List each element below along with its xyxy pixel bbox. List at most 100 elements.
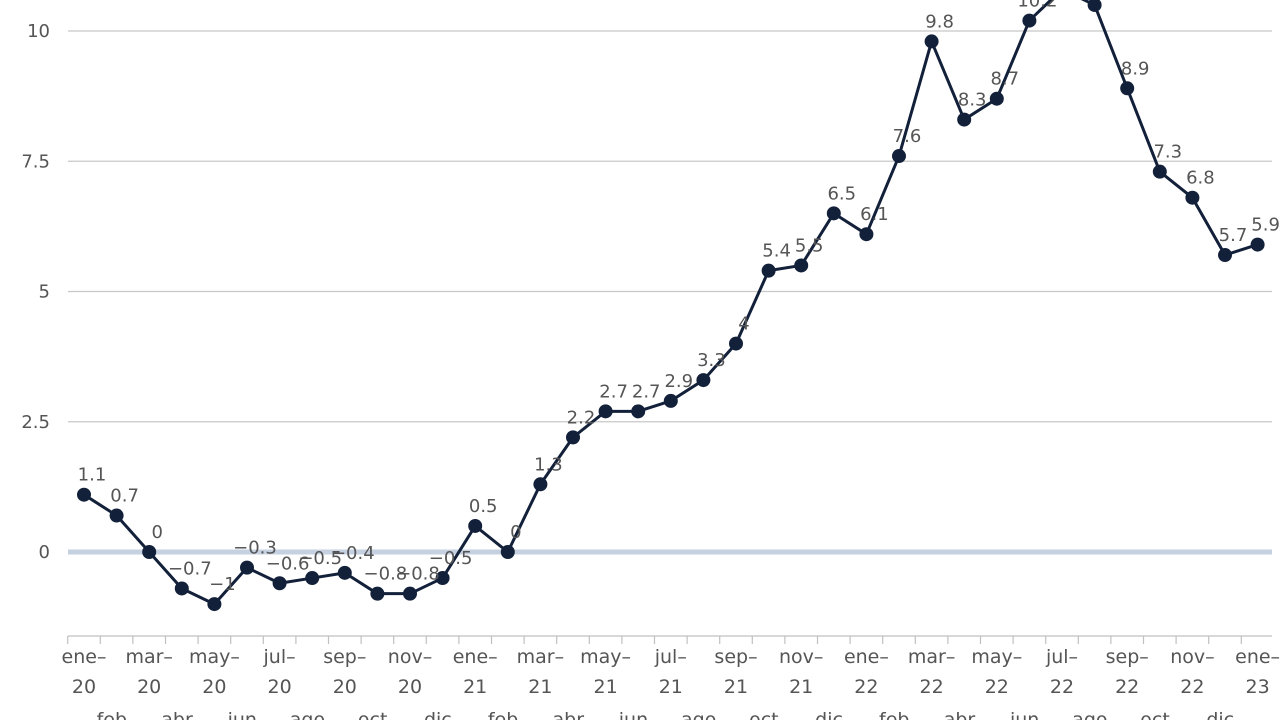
x-tick-label-year: 23: [1246, 676, 1270, 698]
x-tick-label: dic–: [815, 709, 852, 720]
data-point: [403, 586, 417, 601]
data-point: [729, 336, 743, 351]
data-label: −0.4: [331, 543, 375, 564]
data-point: [500, 545, 515, 559]
data-label: −0.5: [298, 548, 342, 569]
data-label: 6.1: [860, 204, 889, 225]
x-tick-label-year: 21: [463, 676, 487, 698]
data-point: [892, 149, 906, 164]
x-axis: ene– 20 mar– 20 may– 20 jul– 20 sep– 20 nov– 20 ene–…: [62, 635, 1280, 720]
x-tick-label: abr–: [161, 709, 202, 720]
x-tick-label: mar–: [517, 646, 564, 668]
x-tick-label: feb–: [97, 709, 137, 720]
data-point: [761, 263, 776, 278]
x-tick-label: nov–: [1170, 646, 1214, 668]
data-label: 2.9: [664, 371, 693, 392]
x-tick-label: ene–: [62, 646, 107, 668]
x-tick-label: jun–: [227, 709, 267, 720]
data-point: [1022, 13, 1037, 28]
data-label: −0.8: [364, 564, 408, 585]
data-label: 10.2: [1017, 0, 1057, 12]
x-tick-label: jul–: [1045, 646, 1078, 668]
x-tick-label: abr–: [552, 709, 593, 720]
x-tick-label-year: 20: [202, 676, 226, 698]
data-point: [859, 227, 874, 242]
x-tick-label-year: 21: [594, 676, 618, 698]
x-tick-label: mar–: [125, 646, 172, 668]
x-tick-label: feb–: [488, 709, 528, 720]
x-tick-label: oct–: [358, 709, 397, 720]
x-tick-label-year: 22: [1115, 676, 1139, 698]
x-tick-label-year: 21: [724, 676, 748, 698]
data-label: −0.7: [168, 558, 212, 579]
x-tick-label-year: 22: [1050, 676, 1074, 698]
x-tick-label: jun–: [618, 709, 658, 720]
x-tick-label: ene–: [453, 646, 498, 668]
x-tick-label: ene–: [844, 646, 889, 668]
data-point: [207, 597, 222, 612]
x-tick-label-year: 20: [333, 676, 357, 698]
x-tick-label-year: 22: [920, 676, 944, 698]
data-point: [924, 34, 939, 49]
x-tick-label-year: 20: [398, 676, 422, 698]
x-tick-label: abr–: [944, 709, 985, 720]
data-label: 2.7: [632, 381, 661, 402]
data-label: −0.5: [429, 548, 473, 569]
x-tick-label-year: 21: [528, 676, 552, 698]
data-point: [142, 545, 157, 559]
x-tick-label: jul–: [263, 646, 296, 668]
data-point: [77, 487, 91, 502]
x-tick-label: oct–: [749, 709, 788, 720]
data-labels: 1.10.70−0.7−1−0.3−0.6−0.5−0.4−0.8−0.8−0.…: [78, 0, 1280, 595]
x-tick-label: may–: [189, 646, 240, 668]
x-tick-label-year: 20: [137, 676, 161, 698]
x-tick-label: oct–: [1140, 709, 1179, 720]
series-line-group: [82, 0, 1260, 606]
data-point: [598, 404, 613, 419]
data-label: 0.7: [110, 486, 139, 507]
data-label: 5.9: [1251, 215, 1280, 236]
data-label: 8.3: [958, 90, 987, 111]
data-label: −0.3: [233, 538, 277, 559]
data-label: 0: [151, 522, 162, 543]
x-tick-label-year: 21: [789, 676, 813, 698]
data-point: [1087, 0, 1102, 12]
data-point: [696, 373, 711, 388]
x-tick-label: sep–: [1106, 646, 1149, 668]
data-point: [240, 560, 254, 575]
data-point: [663, 393, 678, 408]
data-point: [566, 430, 580, 445]
data-label: 1.3: [534, 454, 563, 475]
data-label: 7.6: [893, 126, 922, 147]
x-tick-label-year: 22: [854, 676, 878, 698]
x-tick-label: dic–: [1206, 709, 1243, 720]
data-point: [174, 581, 189, 596]
series-line: [82, 0, 1260, 606]
x-tick-label-year: 22: [1180, 676, 1204, 698]
data-point: [1218, 248, 1232, 263]
data-point: [1152, 164, 1167, 179]
data-label: 3.3: [697, 350, 726, 371]
data-point: [468, 518, 483, 533]
data-label: 7.3: [1153, 142, 1182, 163]
x-tick-label-year: 21: [659, 676, 683, 698]
data-label: −0.8: [396, 564, 440, 585]
y-tick-label: 5: [39, 282, 50, 303]
x-tick-label-year: 22: [985, 676, 1009, 698]
data-point: [826, 206, 841, 221]
x-tick-label: nov–: [388, 646, 432, 668]
x-tick-label-year: 20: [72, 676, 96, 698]
data-label: 6.8: [1186, 168, 1215, 189]
data-label: −0.6: [266, 553, 310, 574]
data-label: 9.8: [925, 11, 954, 32]
data-point: [631, 404, 646, 419]
data-point: [1250, 237, 1265, 252]
data-label: 5.5: [795, 235, 824, 256]
y-tick-label: 10: [27, 21, 50, 42]
data-point: [989, 91, 1004, 106]
data-point: [1120, 81, 1135, 96]
data-label: 5.7: [1219, 225, 1248, 246]
x-tick-label: ago–: [1072, 709, 1117, 720]
data-point: [305, 571, 320, 586]
